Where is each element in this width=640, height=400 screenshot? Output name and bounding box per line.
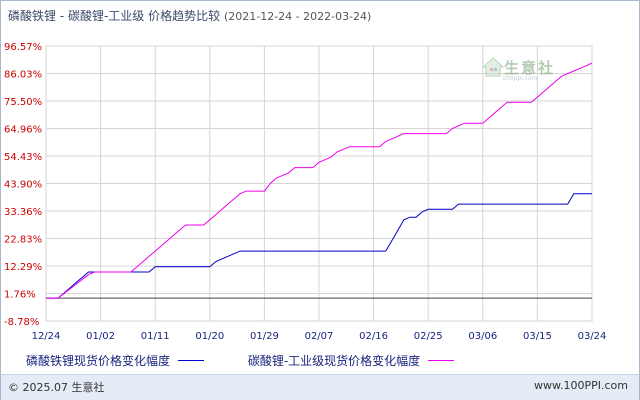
x-tick-label: 01/29 — [250, 331, 279, 342]
chart-title-main: 磷酸铁锂 - 碳酸锂-工业级 价格趋势比较 — [8, 9, 221, 23]
y-tick-label: 96.57% — [4, 42, 42, 53]
legend-swatch-series2 — [428, 360, 455, 361]
x-tick-label: 01/02 — [86, 331, 115, 342]
y-tick-label: -8.78% — [4, 317, 39, 328]
watermark-subtext: 100ppi.com — [502, 75, 538, 82]
series-line-2 — [46, 62, 593, 299]
x-tick-label: 03/24 — [578, 331, 607, 342]
watermark-text: 生意社 — [504, 58, 556, 77]
y-tick-label: 43.90% — [4, 179, 42, 190]
y-tick-label: 22.83% — [4, 234, 42, 245]
x-tick-label: 02/07 — [305, 331, 334, 342]
legend-label-series2: 碳酸锂-工业级现货价格变化幅度 — [247, 354, 421, 368]
house-logo-icon — [482, 57, 504, 77]
x-tick-label: 01/11 — [141, 331, 170, 342]
legend-label-series1: 磷酸铁锂现货价格变化幅度 — [26, 354, 171, 368]
legend-item-series1: 磷酸铁锂现货价格变化幅度 — [26, 352, 205, 369]
x-tick-label: 12/24 — [32, 331, 61, 342]
chart-legend: 磷酸铁锂现货价格变化幅度 碳酸锂-工业级现货价格变化幅度 — [26, 352, 626, 369]
x-tick-label: 03/06 — [468, 331, 497, 342]
footer-copyright: © 2025.07 生意社 — [8, 381, 105, 394]
y-tick-label: 54.43% — [4, 152, 42, 163]
x-tick-label: 02/16 — [359, 331, 388, 342]
x-tick-label: 01/20 — [195, 331, 224, 342]
y-tick-label: 86.03% — [4, 70, 42, 81]
footer-site-link[interactable]: www.100PPI.com — [534, 379, 628, 392]
y-tick-label: 1.76% — [4, 289, 36, 300]
y-tick-label: 64.96% — [4, 125, 42, 136]
footer-bar — [1, 374, 639, 400]
chart-title-date-range: (2021-12-24 - 2022-03-24) — [223, 10, 372, 23]
x-tick-label: 02/25 — [414, 331, 443, 342]
legend-swatch-series1 — [178, 360, 205, 361]
chart-title: 磷酸铁锂 - 碳酸锂-工业级 价格趋势比较 (2021-12-24 - 2022… — [8, 7, 371, 24]
y-tick-label: 12.29% — [4, 262, 42, 273]
x-tick-label: 03/15 — [523, 331, 552, 342]
legend-item-series2: 碳酸锂-工业级现货价格变化幅度 — [247, 352, 455, 369]
y-tick-label: 75.50% — [4, 97, 42, 108]
site-watermark: 生意社 100ppi.com — [482, 56, 556, 82]
series-line-1 — [46, 193, 592, 299]
y-tick-label: 33.36% — [4, 207, 42, 218]
